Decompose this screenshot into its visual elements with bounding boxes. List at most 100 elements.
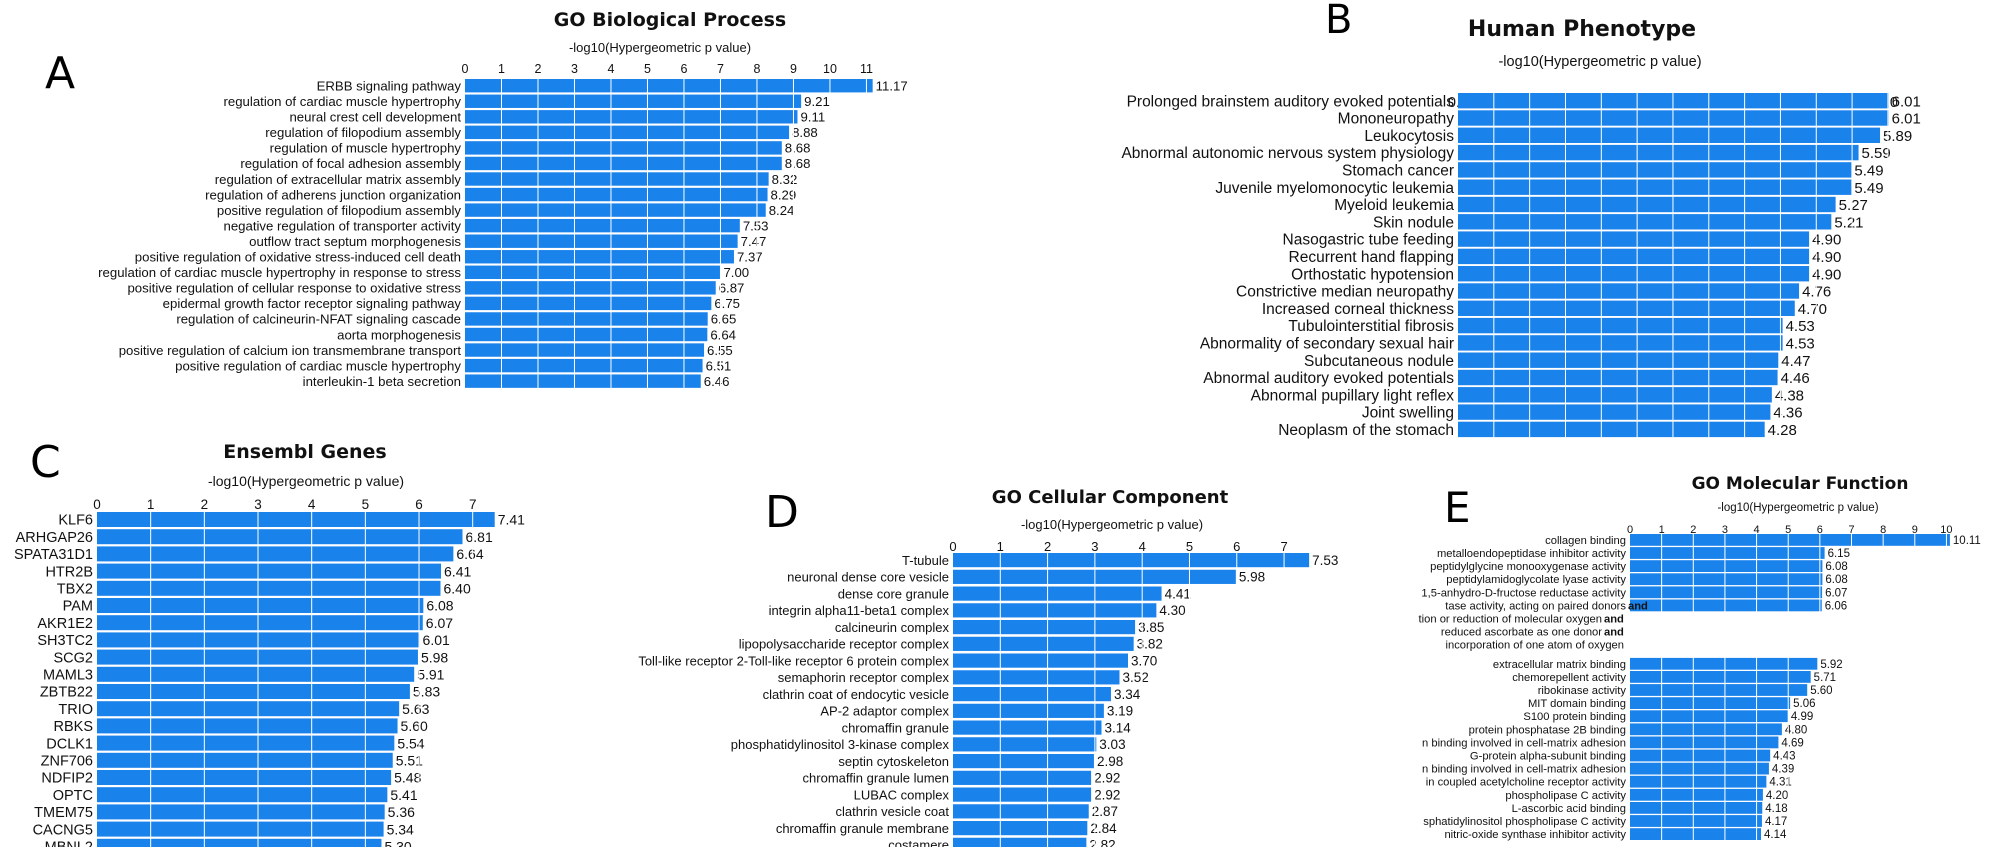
bar [1630, 815, 1762, 827]
bar [953, 837, 1087, 847]
wrapped-label-line: tion or reduction of molecular oxygen [1419, 614, 1602, 626]
x-tick-label: 7 [717, 62, 724, 76]
chart-human-phenotype: Human Phenotype -log10(Hypergeometric p v… [1121, 17, 1920, 439]
value-label: 9.11 [800, 110, 825, 125]
value-label: 4.41 [1165, 586, 1191, 601]
bar [953, 653, 1128, 668]
value-label: 6.08 [1825, 574, 1847, 586]
category-label: clathrin coat of endocytic vesicle [763, 687, 949, 702]
bar [1630, 762, 1769, 775]
chart-title: Human Phenotype [1468, 17, 1696, 42]
bar [953, 620, 1136, 635]
bar [1458, 283, 1800, 299]
bar [465, 203, 766, 217]
category-label: aorta morphogenesis [337, 327, 461, 342]
bar [465, 234, 738, 248]
value-label: 4.39 [1772, 764, 1794, 776]
category-label: calcineurin complex [835, 620, 950, 635]
bar [1458, 231, 1810, 247]
category-label: AKR1E2 [37, 616, 93, 632]
bar [1630, 775, 1767, 788]
value-label: 7.41 [498, 512, 525, 528]
value-label: 6.87 [719, 281, 745, 296]
category-label: Juvenile myelomonocytic leukemia [1215, 180, 1454, 197]
category-label: ERBB signaling pathway [317, 78, 462, 93]
value-label: 4.38 [1775, 387, 1804, 404]
category-label: integrin alpha11-beta1 complex [769, 603, 950, 618]
x-tick-label: 6 [1233, 539, 1240, 554]
bar [465, 218, 740, 233]
bar [1458, 421, 1765, 438]
value-label: 6.46 [704, 374, 730, 389]
value-label: 3.70 [1131, 653, 1157, 668]
value-label: 5.63 [402, 701, 429, 717]
category-label: phosphatidylinositol 3-kinase complex [731, 737, 950, 752]
x-tick-label: 0 [93, 497, 101, 512]
category-label: Mononeuropathy [1338, 111, 1455, 128]
value-label: 6.01 [423, 632, 450, 648]
value-label: 5.60 [1810, 685, 1832, 697]
value-label: 4.18 [1765, 803, 1787, 815]
panel-letter-c: C [30, 437, 61, 488]
bar [1630, 802, 1763, 814]
bar [465, 296, 712, 311]
value-label: 7.53 [1312, 553, 1338, 568]
value-label: 4.31 [1769, 777, 1791, 789]
bar [465, 141, 782, 155]
bar [953, 737, 1097, 752]
category-label: AP-2 adaptor complex [820, 704, 949, 719]
x-tick-label: 1 [498, 62, 505, 76]
x-axis-label: -log10(Hypergeometric p value) [1717, 502, 1878, 514]
category-label: ARHGAP26 [16, 530, 93, 546]
value-label: 4.69 [1781, 737, 1803, 749]
x-tick-label: 6 [415, 497, 423, 512]
value-label: 4.30 [1159, 603, 1185, 618]
category-label: TMEM75 [34, 805, 93, 821]
category-label: regulation of adherens junction organiza… [205, 187, 461, 202]
bar [953, 754, 1094, 769]
category-label: tase activity, acting on paired donors [1445, 600, 1626, 612]
category-label: regulation of filopodium assembly [265, 125, 461, 140]
category-label: positive regulation of calcium ion trans… [119, 343, 462, 358]
bar [1458, 196, 1836, 213]
category-label: positive regulation of filopodium assemb… [217, 203, 462, 218]
category-label: chromaffin granule membrane [776, 821, 949, 836]
bar [1630, 599, 1822, 612]
value-label: 4.90 [1812, 266, 1841, 283]
chart-ensembl-genes: Ensembl Genes -log10(Hypergeometric p val… [14, 441, 525, 847]
chart-go-molecular-function: GO Molecular Function -log10(Hypergeometr… [1419, 474, 1981, 841]
bar [1630, 657, 1818, 670]
category-label: peptidylglycine monooxygenase activity [1430, 561, 1626, 573]
panel-letter-e: E [1444, 483, 1471, 532]
value-label: 8.68 [785, 141, 811, 156]
x-tick-label: 5 [1186, 539, 1193, 554]
category-label: Constrictive median neuropathy [1236, 284, 1454, 301]
category-label: nitric-oxide synthase inhibitor activity [1444, 829, 1626, 841]
bar [465, 172, 769, 186]
value-label: 5.49 [1854, 162, 1883, 179]
value-label: 3.52 [1122, 670, 1148, 685]
bar [97, 529, 463, 545]
value-label: 10.11 [1953, 535, 1981, 547]
panel-letter-d: D [765, 487, 799, 538]
x-tick-label: 2 [201, 497, 209, 512]
value-label: 3.14 [1105, 720, 1132, 735]
value-label: 8.32 [772, 172, 798, 187]
x-axis-label: -log10(Hypergeometric p value) [569, 40, 751, 55]
category-label: outflow tract septum morphogenesis [249, 234, 461, 249]
category-label: MBNL2 [45, 840, 93, 847]
bar [465, 374, 701, 388]
category-label: T-tubule [902, 553, 949, 568]
value-label: 6.64 [710, 327, 736, 342]
category-label: LUBAC complex [854, 787, 950, 802]
bar [1458, 266, 1810, 282]
category-label: Subcutaneous nodule [1304, 353, 1454, 370]
value-label: 5.98 [421, 649, 448, 665]
x-tick-label: 5 [644, 62, 651, 76]
value-label: 8.68 [785, 156, 811, 171]
bar [1630, 586, 1823, 599]
bar [97, 787, 388, 803]
x-axis-label: -log10(Hypergeometric p value) [1021, 517, 1203, 532]
category-label: Abnormal pupillary light reflex [1251, 387, 1455, 404]
value-label: 4.90 [1812, 232, 1841, 249]
